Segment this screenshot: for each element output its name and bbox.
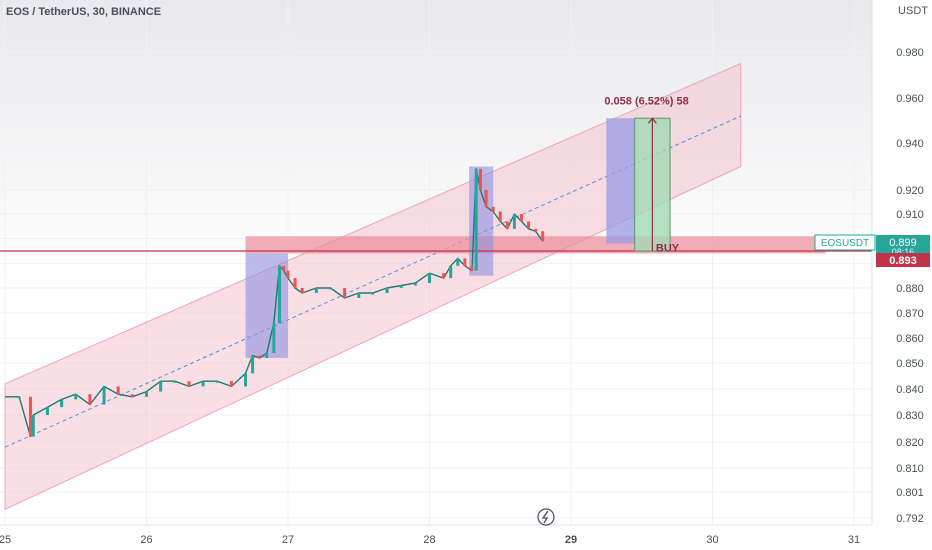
time-tick-label: 27: [282, 534, 294, 546]
price-candle: [145, 391, 148, 397]
price-candle: [286, 270, 290, 279]
price-candle: [474, 168, 478, 271]
price-candle: [28, 396, 32, 437]
price-candle: [251, 355, 255, 374]
price-candle: [45, 407, 49, 415]
price-candle: [478, 168, 482, 190]
bar-countdown: 08:16: [892, 247, 915, 257]
price-candle: [173, 381, 177, 383]
projection-label: 0.058 (6.52%) 58: [604, 95, 688, 107]
price-candle: [278, 265, 282, 323]
time-tick-label: 26: [140, 534, 152, 546]
price-candle: [512, 214, 516, 229]
chart-title: EOS / TetherUS, 30, BINANCE: [6, 6, 162, 18]
price-candle: [187, 381, 191, 387]
time-axis-panel: [0, 525, 932, 550]
price-candle: [456, 258, 460, 266]
price-candle: [527, 221, 531, 229]
price-candle: [201, 381, 205, 387]
line-price-box: [876, 253, 930, 267]
price-candle: [265, 353, 269, 358]
price-candle: [88, 394, 92, 405]
regression-channel: [4, 62, 742, 511]
price-candle: [159, 381, 163, 392]
price-candle: [272, 323, 276, 353]
price-candle: [130, 394, 134, 397]
price-candle: [399, 285, 403, 288]
price-candle: [498, 211, 502, 222]
price-candle: [31, 415, 35, 437]
price-candle: [385, 288, 389, 293]
flash-icon-bolt: [541, 510, 549, 524]
projection-box-blue: [606, 118, 635, 244]
last-price-box: [876, 235, 930, 257]
price-candle: [314, 288, 318, 293]
price-candle: [541, 231, 545, 242]
time-tick-label: 25: [0, 534, 11, 546]
symbol-tag-box: [814, 234, 876, 251]
price-tick-label: 0.880: [896, 283, 924, 295]
price-candle: [519, 214, 523, 222]
price-tick-label: 0.810: [896, 463, 924, 475]
price-axis-unit: USDT: [898, 5, 928, 17]
price-tick-label: 0.801: [896, 487, 924, 499]
time-tick-label: 30: [706, 534, 718, 546]
price-tick-label: 0.980: [896, 47, 924, 59]
price-axis-panel: [872, 0, 932, 550]
price-candle: [60, 399, 64, 408]
price-tick-label: 0.820: [896, 437, 924, 449]
price-candle: [484, 190, 488, 207]
price-tick-label: 0.910: [896, 209, 924, 221]
last-price-value: 0.899: [889, 237, 917, 249]
price-candle: [293, 278, 297, 288]
price-candle: [534, 228, 538, 232]
price-tick-label: 0.792: [896, 513, 924, 525]
price-candle: [17, 396, 21, 399]
time-tick-label: 31: [848, 534, 860, 546]
price-tick-label: 0.920: [896, 185, 924, 197]
price-candle: [300, 288, 304, 293]
price-candle: [470, 265, 474, 271]
price-candle: [215, 381, 219, 383]
projection-arrow-head: [647, 117, 657, 124]
buy-zone: [245, 236, 826, 254]
price-candle: [357, 293, 361, 298]
price-candle: [371, 293, 375, 295]
price-candle: [74, 394, 78, 400]
price-candle: [282, 265, 286, 271]
price-candle: [442, 273, 446, 279]
flash-icon[interactable]: [537, 508, 555, 526]
price-candle: [244, 373, 248, 387]
price-candle: [463, 258, 467, 266]
price-tick-label: 0.830: [896, 410, 924, 422]
price-tick-label: 0.940: [896, 138, 924, 150]
price-candle: [413, 283, 417, 286]
price-candle: [505, 221, 509, 229]
price-candle: [328, 288, 332, 290]
price-candle: [343, 288, 347, 298]
price-tick-label: 0.860: [896, 333, 924, 345]
buy-label: BUY: [656, 242, 680, 254]
price-candle: [116, 386, 120, 395]
price-candle: [428, 273, 431, 284]
plot-background: [0, 0, 872, 525]
time-tick-label: 29: [565, 534, 577, 546]
price-candle: [229, 381, 233, 387]
symbol-tag: EOSUSDT: [821, 238, 869, 249]
price-candle: [102, 386, 106, 405]
time-tick-label: 28: [423, 534, 435, 546]
price-tick-label: 0.840: [896, 384, 924, 396]
line-price-value: 0.893: [889, 255, 917, 267]
price-candle: [449, 265, 453, 279]
price-tick-label: 0.960: [896, 93, 924, 105]
price-tick-label: 0.850: [896, 358, 924, 370]
price-tick-label: 0.870: [896, 308, 924, 320]
price-candle: [491, 206, 495, 212]
price-candle: [258, 355, 262, 358]
